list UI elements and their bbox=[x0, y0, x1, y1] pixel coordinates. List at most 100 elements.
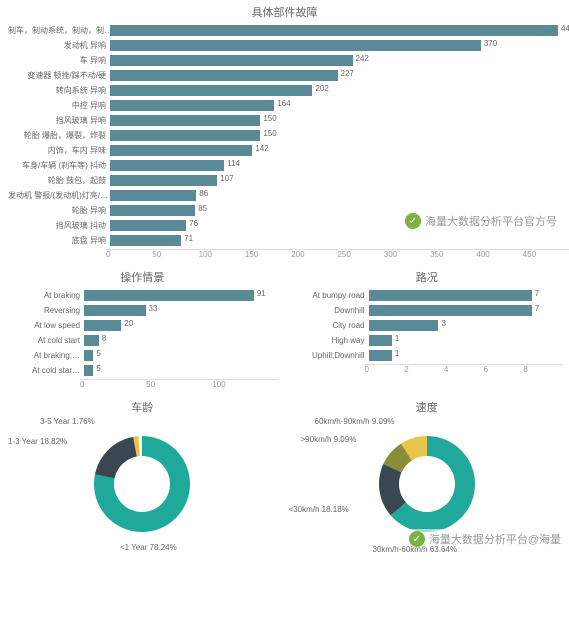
bar-label: Uphill;Downhill bbox=[299, 351, 369, 360]
bar-label: At braking;… bbox=[14, 351, 84, 360]
bar-row: At cold start 8 bbox=[14, 334, 271, 347]
axis-tick: 200 bbox=[291, 250, 337, 259]
bar-track: 86 bbox=[110, 190, 561, 201]
bar-label: At cold star… bbox=[14, 366, 84, 375]
bar-track: 150 bbox=[110, 130, 561, 141]
bar-track: 447 bbox=[110, 25, 561, 36]
bar-fill bbox=[110, 190, 196, 201]
bar-value: 71 bbox=[181, 234, 193, 243]
axis-tick: 50 bbox=[152, 250, 198, 259]
bar-label: City road bbox=[299, 321, 369, 330]
bar-value: 7 bbox=[532, 304, 539, 313]
bar-label: 中控 异响 bbox=[8, 100, 110, 111]
bar-label: 轮胎 爆胎，爆裂，炸裂 bbox=[8, 130, 110, 141]
bar-fill bbox=[369, 290, 532, 301]
bar-value: 227 bbox=[338, 69, 354, 78]
bar-track: 150 bbox=[110, 115, 561, 126]
bar-value: 5 bbox=[93, 364, 100, 373]
bar-fill bbox=[110, 70, 338, 81]
axis-tick: 350 bbox=[430, 250, 476, 259]
bar-value: 7 bbox=[532, 289, 539, 298]
bar-track: 5 bbox=[84, 350, 271, 361]
bar-label: Downhill bbox=[299, 306, 369, 315]
bar-row: At braking91 bbox=[14, 289, 271, 302]
donut-legend: <1 Year 78.24% bbox=[120, 543, 177, 552]
bar-row: High way1 bbox=[299, 334, 556, 347]
axis-tick: 2 bbox=[404, 365, 444, 374]
bar-value: 91 bbox=[254, 289, 266, 298]
bar-fill bbox=[369, 305, 532, 316]
bar-fill bbox=[110, 85, 312, 96]
donut-legend: 1-3 Year 18.82% bbox=[8, 437, 67, 446]
bar-track: 20 bbox=[84, 320, 271, 331]
axis-tick: 0 bbox=[365, 365, 405, 374]
bar-track: 33 bbox=[84, 305, 271, 316]
bar-row: Reversing33 bbox=[14, 304, 271, 317]
bar-track: 1 bbox=[369, 350, 556, 361]
bar-label: 底盘 异响 bbox=[8, 235, 110, 246]
bar-label: 挡风玻璃 异响 bbox=[8, 115, 110, 126]
bar-value: 202 bbox=[312, 84, 328, 93]
bar-value: 76 bbox=[186, 219, 198, 228]
donut-legend: <30km/h 18.18% bbox=[289, 505, 349, 514]
bar-value: 150 bbox=[260, 129, 276, 138]
bar-fill bbox=[110, 40, 481, 51]
bar-label: 发动机 警报/(发动机)灯亮/… bbox=[8, 190, 110, 201]
bar-fill bbox=[110, 100, 274, 111]
bar-value: 370 bbox=[481, 39, 497, 48]
bar-track: 91 bbox=[84, 290, 271, 301]
bar-track: 7 bbox=[369, 305, 556, 316]
bar-fill bbox=[84, 350, 93, 361]
axis-tick: 0 bbox=[106, 250, 152, 259]
watermark-top: ✓ 海量大数据分析平台官方号 bbox=[403, 211, 559, 231]
top-axis: 050100150200250300350400450 bbox=[106, 249, 569, 259]
bar-label: At cold start bbox=[14, 336, 84, 345]
bar-label: 内饰，车内 异味 bbox=[8, 145, 110, 156]
axis-tick: 250 bbox=[337, 250, 383, 259]
bar-track: 71 bbox=[110, 235, 561, 246]
bar-track: 1 bbox=[369, 335, 556, 346]
axis-tick: 400 bbox=[476, 250, 522, 259]
road-title: 路况 bbox=[291, 269, 564, 285]
bar-value: 114 bbox=[224, 159, 240, 168]
bar-row: 内饰，车内 异味142 bbox=[8, 144, 561, 157]
bar-track: 370 bbox=[110, 40, 561, 51]
bar-fill bbox=[110, 115, 260, 126]
bar-value: 33 bbox=[146, 304, 158, 313]
bar-value: 447 bbox=[558, 24, 569, 33]
bar-label: 发动机 异响 bbox=[8, 40, 110, 51]
bar-fill bbox=[110, 175, 217, 186]
bar-value: 8 bbox=[99, 334, 106, 343]
bar-track: 227 bbox=[110, 70, 561, 81]
axis-tick: 100 bbox=[212, 380, 278, 389]
bar-row: 发动机 异响 370 bbox=[8, 39, 561, 52]
bar-value: 86 bbox=[196, 189, 208, 198]
bar-fill bbox=[84, 365, 93, 376]
bar-fill bbox=[369, 350, 392, 361]
bar-label: 转向系统 异响 bbox=[8, 85, 110, 96]
bar-row: At low speed20 bbox=[14, 319, 271, 332]
wechat-icon: ✓ bbox=[405, 213, 421, 229]
scenario-axis: 050100 bbox=[80, 379, 279, 389]
bar-fill bbox=[110, 55, 353, 66]
bar-fill bbox=[84, 335, 99, 346]
bar-value: 107 bbox=[217, 174, 233, 183]
bar-fill bbox=[110, 205, 195, 216]
bar-label: 车身/车辆 (刹车等) 抖动 bbox=[8, 160, 110, 171]
bar-fill bbox=[110, 220, 186, 231]
watermark-top-text: 海量大数据分析平台官方号 bbox=[425, 213, 557, 229]
donut-legend: 3-5 Year 1.76% bbox=[40, 417, 95, 426]
bar-row: 制车，制动系统，制动，制…447 bbox=[8, 24, 561, 37]
bar-value: 1 bbox=[392, 349, 399, 358]
bar-row: At braking;…5 bbox=[14, 349, 271, 362]
bar-track: 242 bbox=[110, 55, 561, 66]
bar-label: 轮胎 鼓包，起鼓 bbox=[8, 175, 110, 186]
donut-legend: >90km/h 9.09% bbox=[301, 435, 357, 444]
age-title: 车龄 bbox=[0, 399, 285, 415]
bar-fill bbox=[110, 130, 260, 141]
bar-fill bbox=[110, 145, 252, 156]
scenario-title: 操作情景 bbox=[6, 269, 279, 285]
bar-value: 150 bbox=[260, 114, 276, 123]
donut-legend: 30km/h-60km/h 63.64% bbox=[373, 545, 458, 554]
bar-value: 3 bbox=[438, 319, 445, 328]
